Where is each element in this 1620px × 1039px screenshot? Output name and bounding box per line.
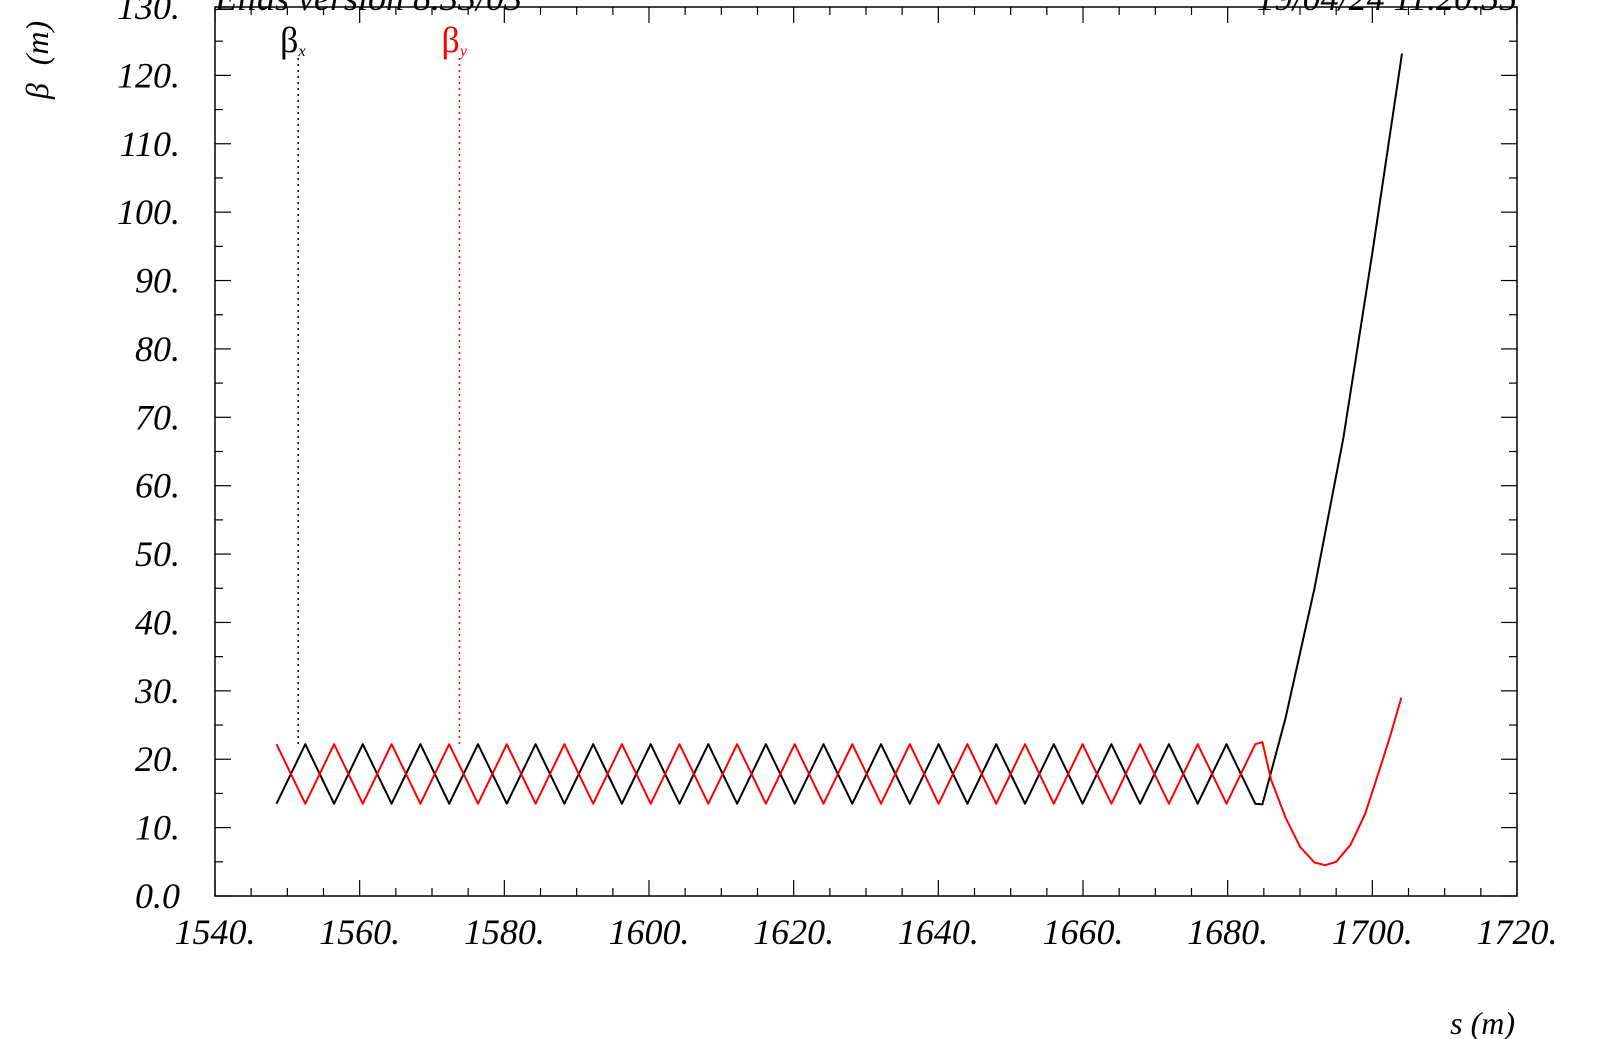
y-tick-label: 50. bbox=[135, 534, 180, 574]
axis-ticks bbox=[214, 6, 1518, 897]
x-tick-label: 1680. bbox=[1187, 912, 1268, 952]
series-layer bbox=[275, 53, 1403, 867]
x-tick-label: 1560. bbox=[319, 912, 400, 952]
y-tick-label: 110. bbox=[120, 124, 180, 164]
y-tick-label: 30. bbox=[134, 671, 180, 711]
plot-frame bbox=[214, 6, 1518, 897]
legend-label: βy bbox=[441, 20, 467, 60]
x-tick-label: 1700. bbox=[1332, 912, 1413, 952]
legend-label-symbol: β bbox=[441, 20, 459, 60]
axis-tick-labels: 1540. 1560. 1580. 1600. 1620. 1640. 1660. 1680.… bbox=[117, 0, 1558, 952]
y-tick-label: 10. bbox=[135, 808, 180, 848]
svg-text:β (m): β (m) bbox=[19, 21, 55, 100]
legend-label-subscript: x bbox=[298, 43, 306, 60]
x-tick-label: 1640. bbox=[898, 912, 979, 952]
y-axis-label-unit: (m) bbox=[19, 21, 55, 65]
x-tick-label: 1620. bbox=[753, 912, 834, 952]
y-axis-label-symbol: β bbox=[19, 83, 55, 100]
legend-label-subscript: y bbox=[458, 43, 468, 60]
y-tick-label: 120. bbox=[117, 55, 180, 95]
y-tick-label: 80. bbox=[135, 329, 180, 369]
y-axis-label: β (m) bbox=[19, 21, 55, 100]
header-left: Elias version 8.33/03 bbox=[214, 0, 522, 18]
y-tick-label: 90. bbox=[135, 261, 180, 301]
legend-label-symbol: β bbox=[280, 20, 298, 60]
series-line-beta-x bbox=[275, 53, 1403, 806]
x-tick-label: 1660. bbox=[1043, 912, 1124, 952]
x-axis-label: s (m) bbox=[1450, 1005, 1515, 1039]
y-tick-label: 70. bbox=[135, 397, 180, 437]
y-tick-label: 130. bbox=[117, 0, 180, 27]
x-tick-label: 1600. bbox=[609, 912, 690, 952]
x-tick-label: 1580. bbox=[464, 912, 545, 952]
y-tick-label: 40. bbox=[135, 602, 180, 642]
y-tick-label: 60. bbox=[135, 466, 180, 506]
x-tick-label: 1540. bbox=[175, 912, 256, 952]
x-tick-label: 1720. bbox=[1477, 912, 1558, 952]
header-right: 19/04/24 11.20.55 bbox=[1257, 0, 1517, 18]
legend-label: βx bbox=[280, 20, 305, 60]
legend: βx βy bbox=[280, 20, 468, 745]
y-tick-label: 100. bbox=[117, 192, 180, 232]
y-tick-label: 20. bbox=[135, 739, 180, 779]
series-line-beta-y bbox=[275, 697, 1403, 867]
y-tick-label: 0.0 bbox=[135, 876, 180, 916]
